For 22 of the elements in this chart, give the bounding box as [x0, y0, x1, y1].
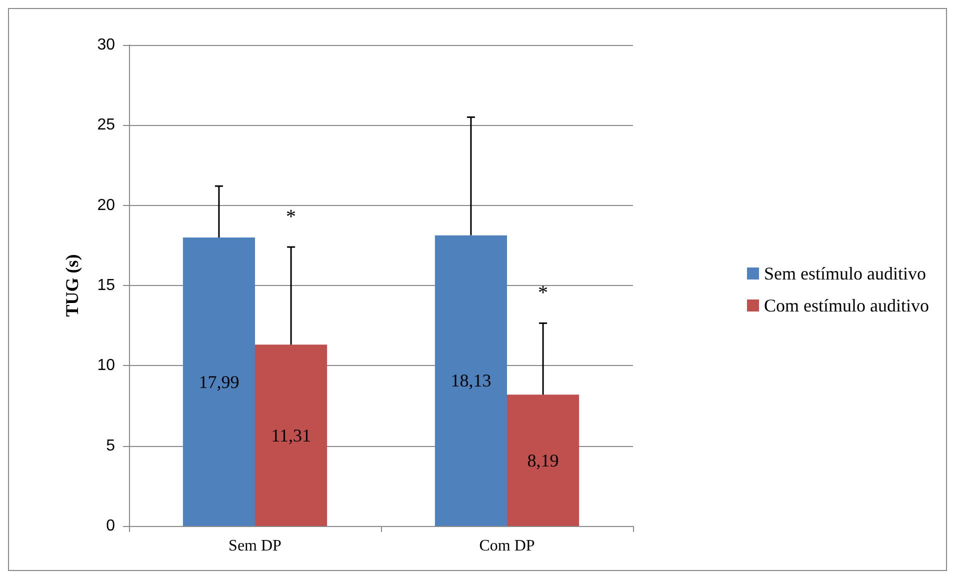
y-tick-label: 25	[97, 116, 116, 134]
y-tick-label: 30	[97, 36, 116, 54]
bar	[434, 235, 507, 526]
y-axis-title: TUG (s)	[62, 254, 82, 317]
annotation: *	[538, 282, 548, 304]
data-label: 18,13	[450, 370, 492, 391]
x-tick-label: Sem DP	[228, 538, 282, 554]
data-label: 11,31	[271, 425, 311, 446]
data-label: 17,99	[198, 372, 240, 392]
y-tick-label: 0	[106, 518, 116, 534]
annotation: *	[286, 206, 296, 228]
bar	[182, 238, 255, 526]
y-tick-label: 20	[97, 196, 116, 214]
y-tick-label: 5	[106, 437, 116, 454]
y-tick-label: 10	[97, 357, 116, 374]
legend-label: Com estímulo auditivo	[764, 296, 930, 316]
y-tick-label: 15	[97, 277, 116, 294]
bar	[507, 394, 580, 526]
data-label: 8,19	[527, 450, 559, 470]
bar	[255, 344, 328, 526]
x-tick-label: Com DP	[479, 538, 535, 554]
legend-label: Sem estímulo auditivo	[764, 264, 926, 284]
